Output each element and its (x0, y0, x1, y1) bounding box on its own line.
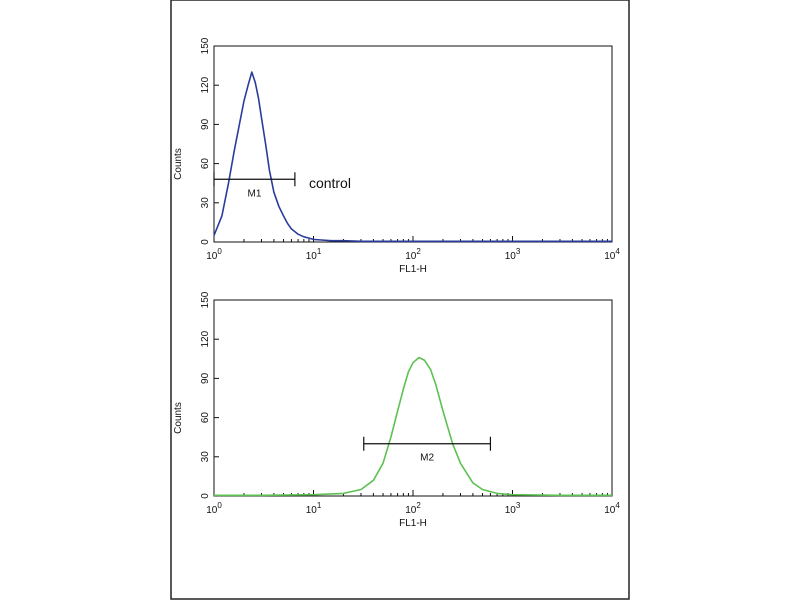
y-tick-label: 30 (200, 197, 211, 209)
marker-label: M2 (420, 453, 434, 464)
x-tick-label: 103 (505, 247, 521, 262)
y-tick-label: 150 (200, 37, 211, 54)
y-tick-label: 0 (200, 239, 211, 245)
x-tick-label: 102 (405, 247, 421, 262)
x-tick-label: 104 (604, 501, 620, 516)
x-tick-label: 101 (306, 247, 322, 262)
y-axis-label: Counts (173, 402, 184, 434)
marker-label: M1 (247, 188, 261, 199)
annotation-text: control (309, 175, 351, 191)
x-tick-label: 101 (306, 501, 322, 516)
y-tick-label: 0 (200, 493, 211, 499)
x-axis-label: FL1-H (399, 518, 427, 529)
x-tick-label: 103 (505, 501, 521, 516)
y-axis-label: Counts (173, 148, 184, 180)
y-tick-label: 120 (200, 76, 211, 93)
x-tick-label: 100 (206, 247, 222, 262)
histogram-panel-2: 0 30 60 90 120 150 100 101 102 103 104 FL1-H Counts M… (173, 291, 620, 529)
histogram-line (214, 356, 612, 497)
histogram-panel-1: 0 30 60 90 120 150 100 101 102 103 104 FL1-H Counts M… (173, 37, 620, 275)
marker-gate: M2 (363, 436, 492, 464)
x-tick-label: 100 (206, 501, 222, 516)
marker-gate: M1 (213, 172, 296, 199)
x-tick-label: 102 (405, 501, 421, 516)
x-axis-label: FL1-H (399, 264, 427, 275)
y-tick-label: 90 (200, 372, 211, 384)
histogram-line (213, 71, 612, 243)
y-tick-label: 60 (200, 412, 211, 424)
y-tick-label: 60 (200, 158, 211, 170)
y-tick-label: 90 (200, 118, 211, 130)
y-tick-label: 30 (200, 451, 211, 463)
x-tick-label: 104 (604, 247, 620, 262)
y-tick-label: 120 (200, 330, 211, 347)
y-tick-label: 150 (200, 291, 211, 308)
